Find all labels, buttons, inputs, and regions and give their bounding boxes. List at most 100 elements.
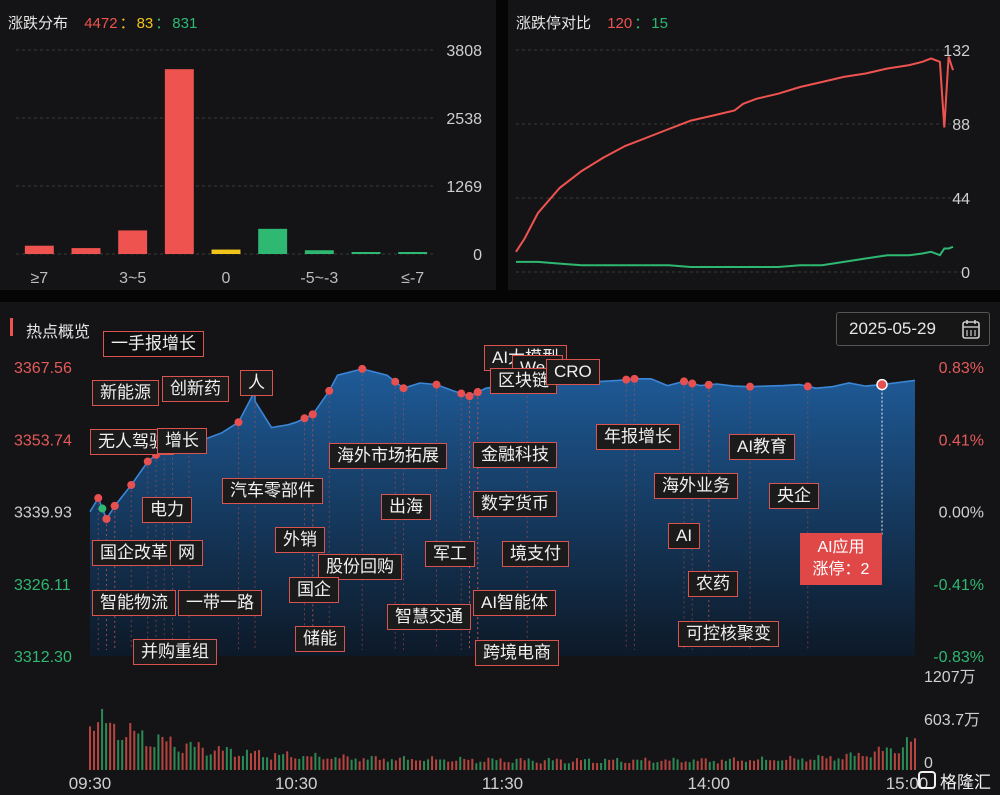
volume-bar bbox=[141, 730, 144, 770]
volume-bar bbox=[559, 759, 562, 770]
hotspot-tag[interactable]: 外销 bbox=[275, 527, 325, 553]
event-dot bbox=[399, 384, 408, 393]
volume-bar bbox=[857, 752, 860, 770]
volume-bar bbox=[245, 749, 248, 770]
hotspot-tag[interactable]: 央企 bbox=[769, 483, 819, 509]
volume-bar bbox=[137, 733, 140, 770]
event-dot bbox=[391, 377, 400, 386]
y-tick-label: 88 bbox=[952, 117, 970, 134]
volume-bar bbox=[600, 763, 603, 770]
volume-bar bbox=[121, 739, 124, 770]
hotspot-tag[interactable]: 汽车零部件 bbox=[222, 478, 323, 504]
hotspot-tag[interactable]: 一带一路 bbox=[178, 590, 262, 616]
volume-bar bbox=[439, 759, 442, 770]
volume-bar bbox=[181, 752, 184, 770]
event-dot bbox=[143, 457, 152, 466]
y-tick-label: 3312.30 bbox=[14, 649, 72, 666]
event-dot bbox=[127, 480, 136, 489]
y-tick-label: 0 bbox=[473, 247, 482, 264]
volume-bar bbox=[769, 760, 772, 770]
logo-text: 格隆汇 bbox=[940, 772, 991, 792]
volume-bar bbox=[728, 758, 731, 770]
volume-bar bbox=[406, 759, 409, 770]
volume-bar bbox=[676, 759, 679, 770]
y-tick-label: 2538 bbox=[446, 111, 482, 128]
hotspot-tag[interactable]: 网 bbox=[170, 540, 203, 566]
hotspot-tag[interactable]: 出海 bbox=[381, 494, 431, 520]
hotspot-tag[interactable]: 金融科技 bbox=[473, 442, 557, 468]
hotspot-tag[interactable]: 年报增长 bbox=[596, 424, 680, 450]
volume-bar bbox=[672, 757, 675, 770]
volume-bar bbox=[278, 754, 281, 770]
hotspot-tag[interactable]: 并购重组 bbox=[133, 639, 217, 665]
date-picker[interactable]: 2025-05-29 bbox=[836, 312, 990, 346]
volume-bar bbox=[753, 760, 756, 770]
bar bbox=[211, 249, 241, 254]
up-count: 4472 bbox=[84, 15, 118, 32]
volume-bar bbox=[596, 763, 599, 770]
distribution-title-text: 涨跌分布 bbox=[8, 15, 69, 32]
hotspot-tag[interactable]: 国企 bbox=[289, 577, 339, 603]
y-pct-label: 0.83% bbox=[939, 360, 984, 377]
volume-bar bbox=[378, 759, 381, 770]
hotspot-tag[interactable]: AI智能体 bbox=[473, 590, 557, 616]
volume-bar bbox=[511, 762, 514, 770]
ai-app-callout[interactable]: AI应用 涨停：2 bbox=[800, 533, 882, 585]
hotspot-tag[interactable]: CRO bbox=[546, 359, 600, 385]
callout-title: AI应用 bbox=[817, 539, 865, 556]
volume-bar bbox=[845, 753, 848, 770]
volume-bar bbox=[366, 759, 369, 770]
volume-bar bbox=[789, 755, 792, 770]
hotspot-tag[interactable]: 智能物流 bbox=[92, 590, 176, 616]
volume-bar bbox=[330, 758, 333, 770]
hotspot-tag[interactable]: AI bbox=[668, 523, 701, 549]
hotspot-tag[interactable]: 智慧交通 bbox=[387, 604, 471, 630]
volume-bar bbox=[254, 750, 256, 770]
limit-compare-panel: 涨跌停对比 120： 15 132 88 44 0 bbox=[508, 0, 1000, 290]
y-tick-label: 44 bbox=[952, 191, 970, 208]
hotspot-tag[interactable]: 增长 bbox=[157, 428, 207, 454]
volume-bar bbox=[825, 758, 828, 770]
hotspot-tag[interactable]: 数字货币 bbox=[473, 491, 557, 517]
volume-bar bbox=[660, 760, 663, 770]
volume-bar bbox=[149, 746, 152, 770]
hotspot-tag[interactable]: 人 bbox=[240, 370, 273, 396]
y-pct-label: 0.41% bbox=[939, 432, 984, 449]
hotspot-tag[interactable]: AI教育 bbox=[729, 434, 796, 460]
hotspot-tag[interactable]: 区块链 bbox=[490, 368, 557, 394]
volume-bar bbox=[757, 759, 760, 770]
volume-bar bbox=[579, 760, 582, 770]
hotspot-tag[interactable]: 国企改革 bbox=[92, 540, 176, 566]
volume-bar bbox=[354, 758, 357, 770]
hotspot-tag[interactable]: 海外业务 bbox=[654, 473, 738, 499]
hotspot-tag[interactable]: 军工 bbox=[425, 541, 475, 567]
volume-bar bbox=[185, 743, 188, 770]
hotspot-tag[interactable]: 新能源 bbox=[92, 380, 159, 406]
hotspot-tag[interactable]: 一手报增长 bbox=[103, 331, 204, 357]
volume-bar bbox=[201, 747, 204, 770]
volume-bar bbox=[161, 736, 164, 770]
hotspot-tag[interactable]: 农药 bbox=[688, 571, 738, 597]
hotspot-tag[interactable]: 创新药 bbox=[162, 376, 229, 402]
volume-bar bbox=[342, 754, 345, 770]
volume-bar bbox=[229, 748, 232, 770]
volume-bar bbox=[262, 757, 265, 770]
limit-compare-line-chart: 132 88 44 0 bbox=[515, 43, 970, 282]
hotspot-tag[interactable]: 境支付 bbox=[502, 541, 569, 567]
hotspot-tag[interactable]: 储能 bbox=[295, 626, 345, 652]
volume-bar bbox=[732, 757, 735, 770]
hotspot-tag[interactable]: 跨境电商 bbox=[475, 640, 559, 666]
hotspot-tag[interactable]: 海外市场拓展 bbox=[329, 443, 447, 469]
y-tick-label: 3339.93 bbox=[14, 505, 72, 522]
hotspot-tag[interactable]: 可控核聚变 bbox=[678, 621, 779, 647]
x-tick-label: 0 bbox=[222, 270, 231, 287]
volume-bar bbox=[914, 738, 916, 770]
volume-bar bbox=[427, 759, 430, 770]
volume-bar bbox=[435, 759, 438, 770]
hotspot-tag[interactable]: 股份回购 bbox=[318, 554, 402, 580]
volume-bar bbox=[865, 756, 868, 770]
hotspot-tag[interactable]: 电力 bbox=[142, 497, 192, 523]
volume-bar bbox=[761, 756, 764, 770]
volume-bar bbox=[869, 757, 872, 770]
volume-bar bbox=[620, 761, 623, 770]
